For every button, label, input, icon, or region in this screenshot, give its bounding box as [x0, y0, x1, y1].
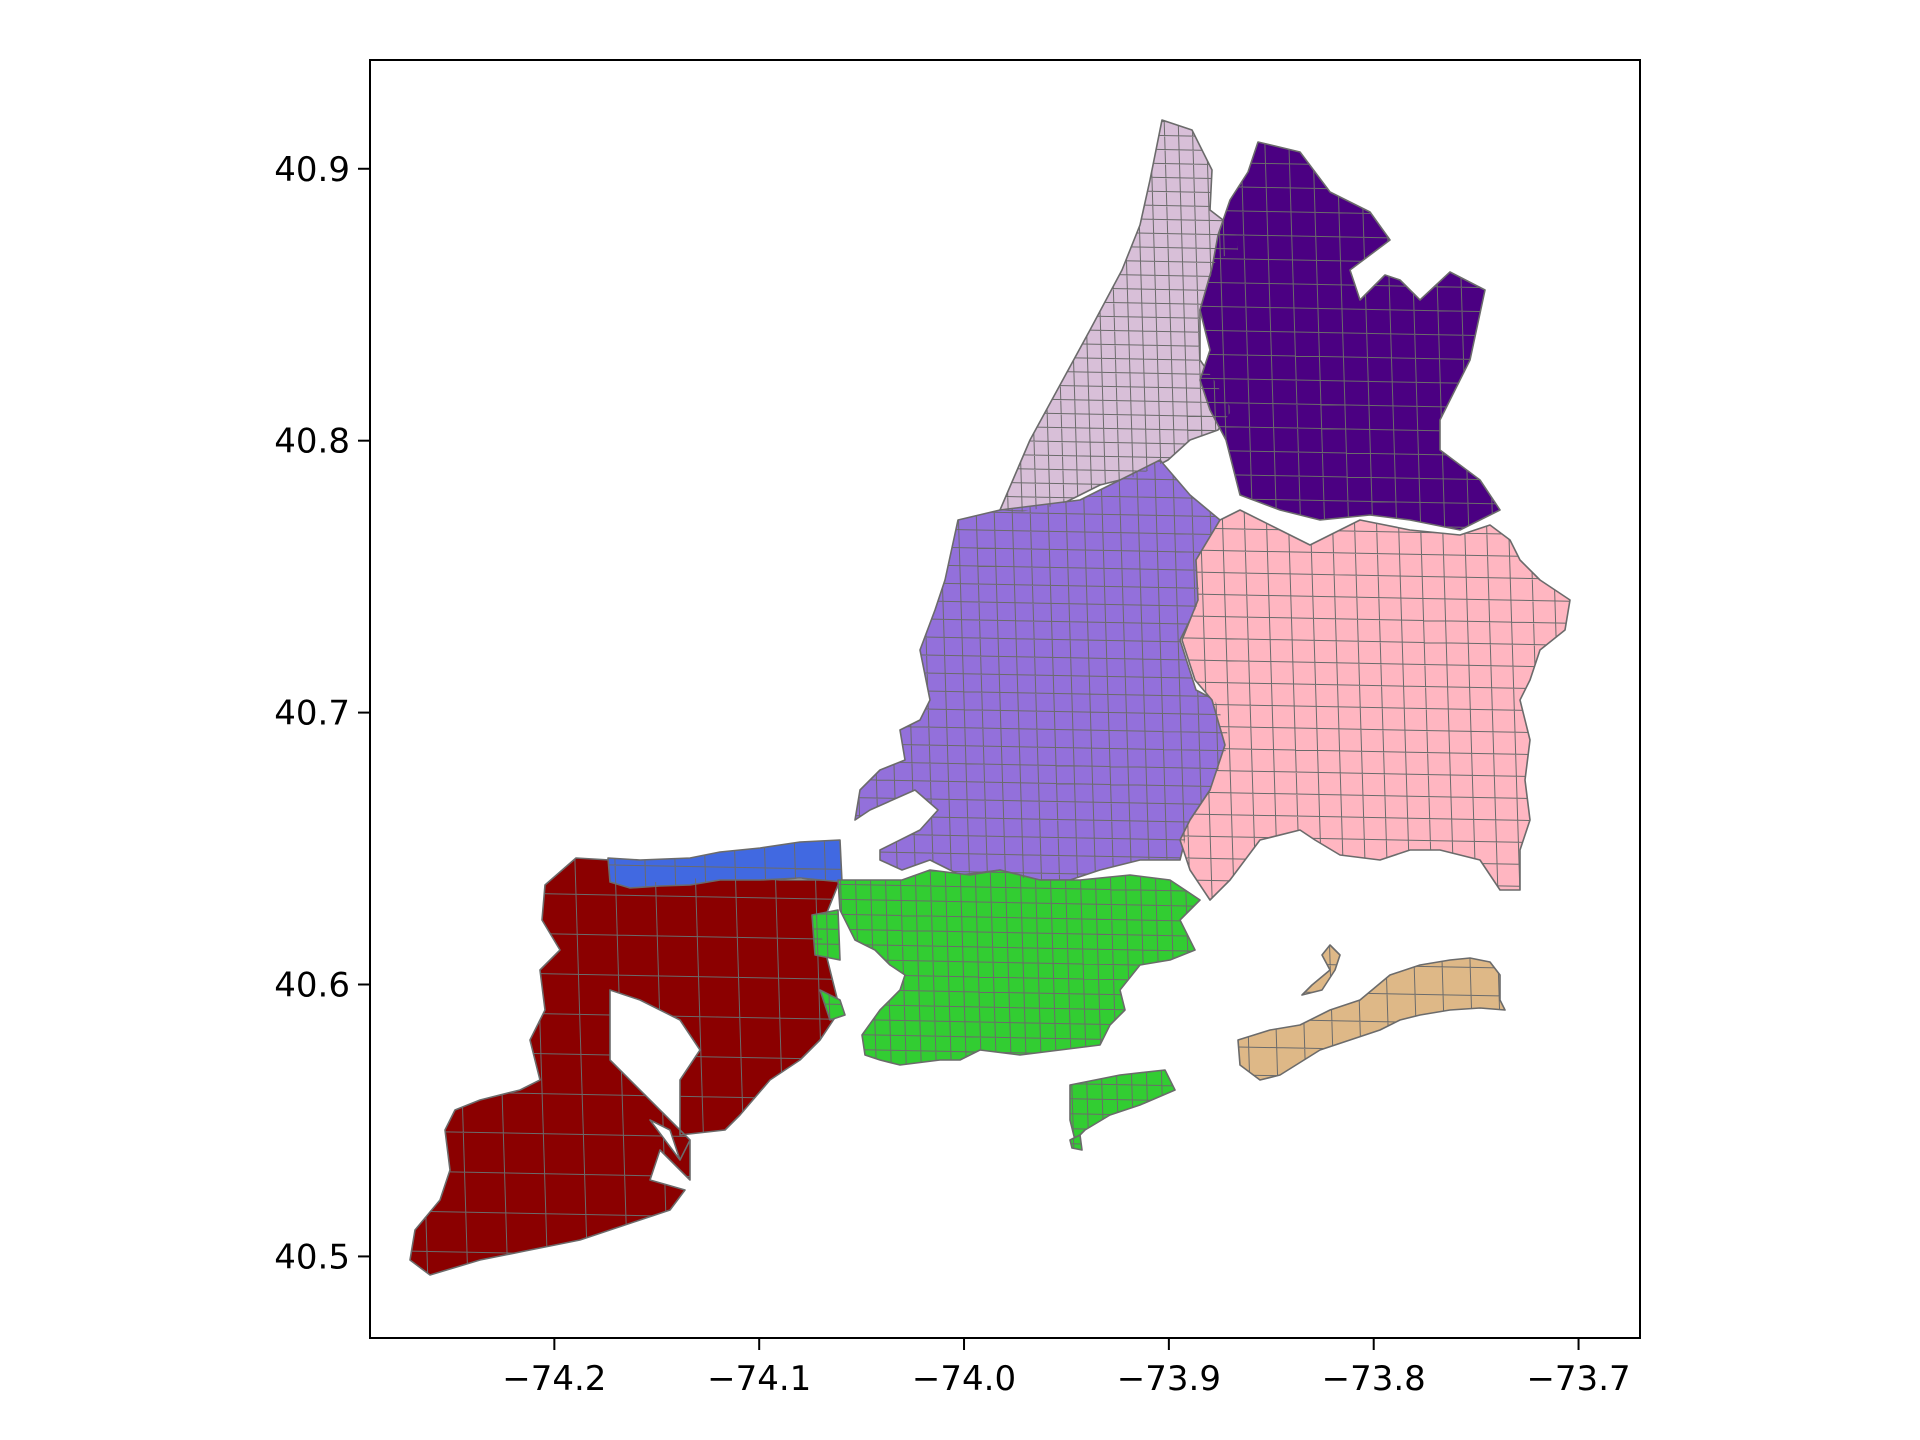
y-tick-label: 40.5	[274, 1237, 350, 1277]
region-medium-purple	[854, 459, 1231, 881]
map-regions	[409, 119, 1571, 1276]
region-lime-green	[1069, 1069, 1176, 1141]
region-lime-green	[1069, 1134, 1083, 1151]
x-tick-label: −73.7	[1526, 1359, 1630, 1399]
y-tick-label: 40.9	[274, 150, 350, 190]
region-burlywood	[1237, 957, 1506, 1081]
region-light-pink	[1179, 509, 1571, 901]
region-indigo	[1199, 141, 1501, 531]
y-tick-label: 40.7	[274, 694, 350, 734]
region-burlywood	[1301, 944, 1341, 996]
region-lime-green	[837, 869, 1201, 1066]
x-tick-label: −74.0	[912, 1359, 1016, 1399]
y-tick-label: 40.6	[274, 966, 350, 1006]
x-tick-label: −74.1	[707, 1359, 811, 1399]
x-tick-label: −73.9	[1117, 1359, 1221, 1399]
plot-frame	[369, 59, 1641, 1339]
x-tick-label: −74.2	[502, 1359, 606, 1399]
y-tick-label: 40.8	[274, 422, 350, 462]
region-dark-red	[409, 857, 841, 1276]
region-lime-green	[811, 909, 841, 961]
x-axis: −74.2 −74.1 −74.0 −73.9 −73.8 −73.7	[502, 1338, 1631, 1399]
y-axis: 40.5 40.6 40.7 40.8 40.9	[274, 150, 370, 1277]
x-tick-label: −73.8	[1322, 1359, 1426, 1399]
